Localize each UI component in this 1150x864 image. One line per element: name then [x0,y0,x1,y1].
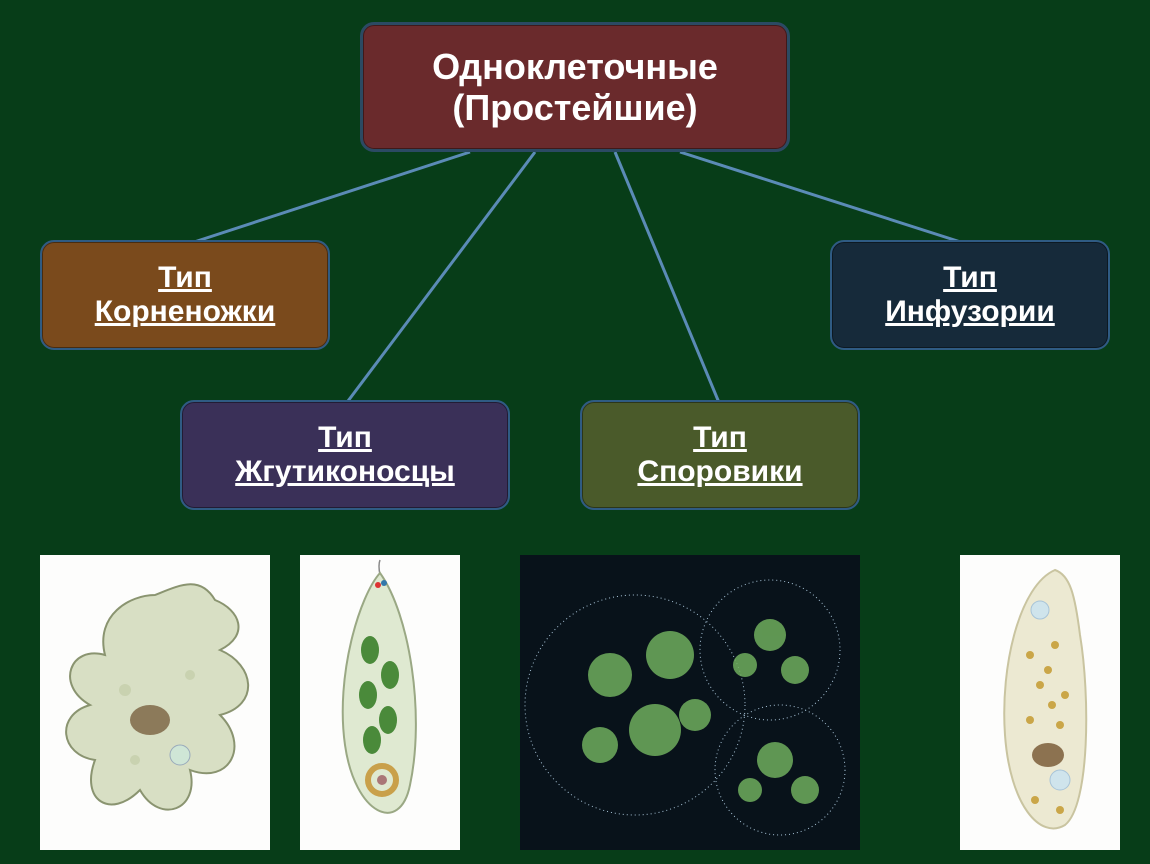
node-line2: Корненожки [60,295,310,330]
node-line1: Тип [600,421,840,456]
node-line2: Жгутиконосцы [200,455,490,490]
edge [345,152,535,405]
node-kornenozhki: Тип Корненожки [40,240,330,350]
node-sporoviki: Тип Споровики [580,400,860,510]
node-line1: Тип [200,421,490,456]
node-line1: Тип [60,261,310,296]
node-line2: Инфузории [850,295,1090,330]
diagram-stage: Одноклеточные (Простейшие) Тип Корненожк… [0,0,1150,864]
root-node: Одноклеточные (Простейшие) [360,22,790,152]
node-line1: Тип [850,261,1090,296]
organism-image-amoeba [40,555,270,850]
root-line1: Одноклеточные [381,46,769,87]
node-zhgutikonostsy: Тип Жгутиконосцы [180,400,510,510]
organism-image-sporoviki [520,555,860,850]
edge [615,152,720,405]
node-line2: Споровики [600,455,840,490]
edge [680,152,970,245]
root-line2: (Простейшие) [381,87,769,128]
node-infuzorii: Тип Инфузории [830,240,1110,350]
organism-image-infusoria [960,555,1120,850]
edge [185,152,470,245]
organism-image-euglena [300,555,460,850]
